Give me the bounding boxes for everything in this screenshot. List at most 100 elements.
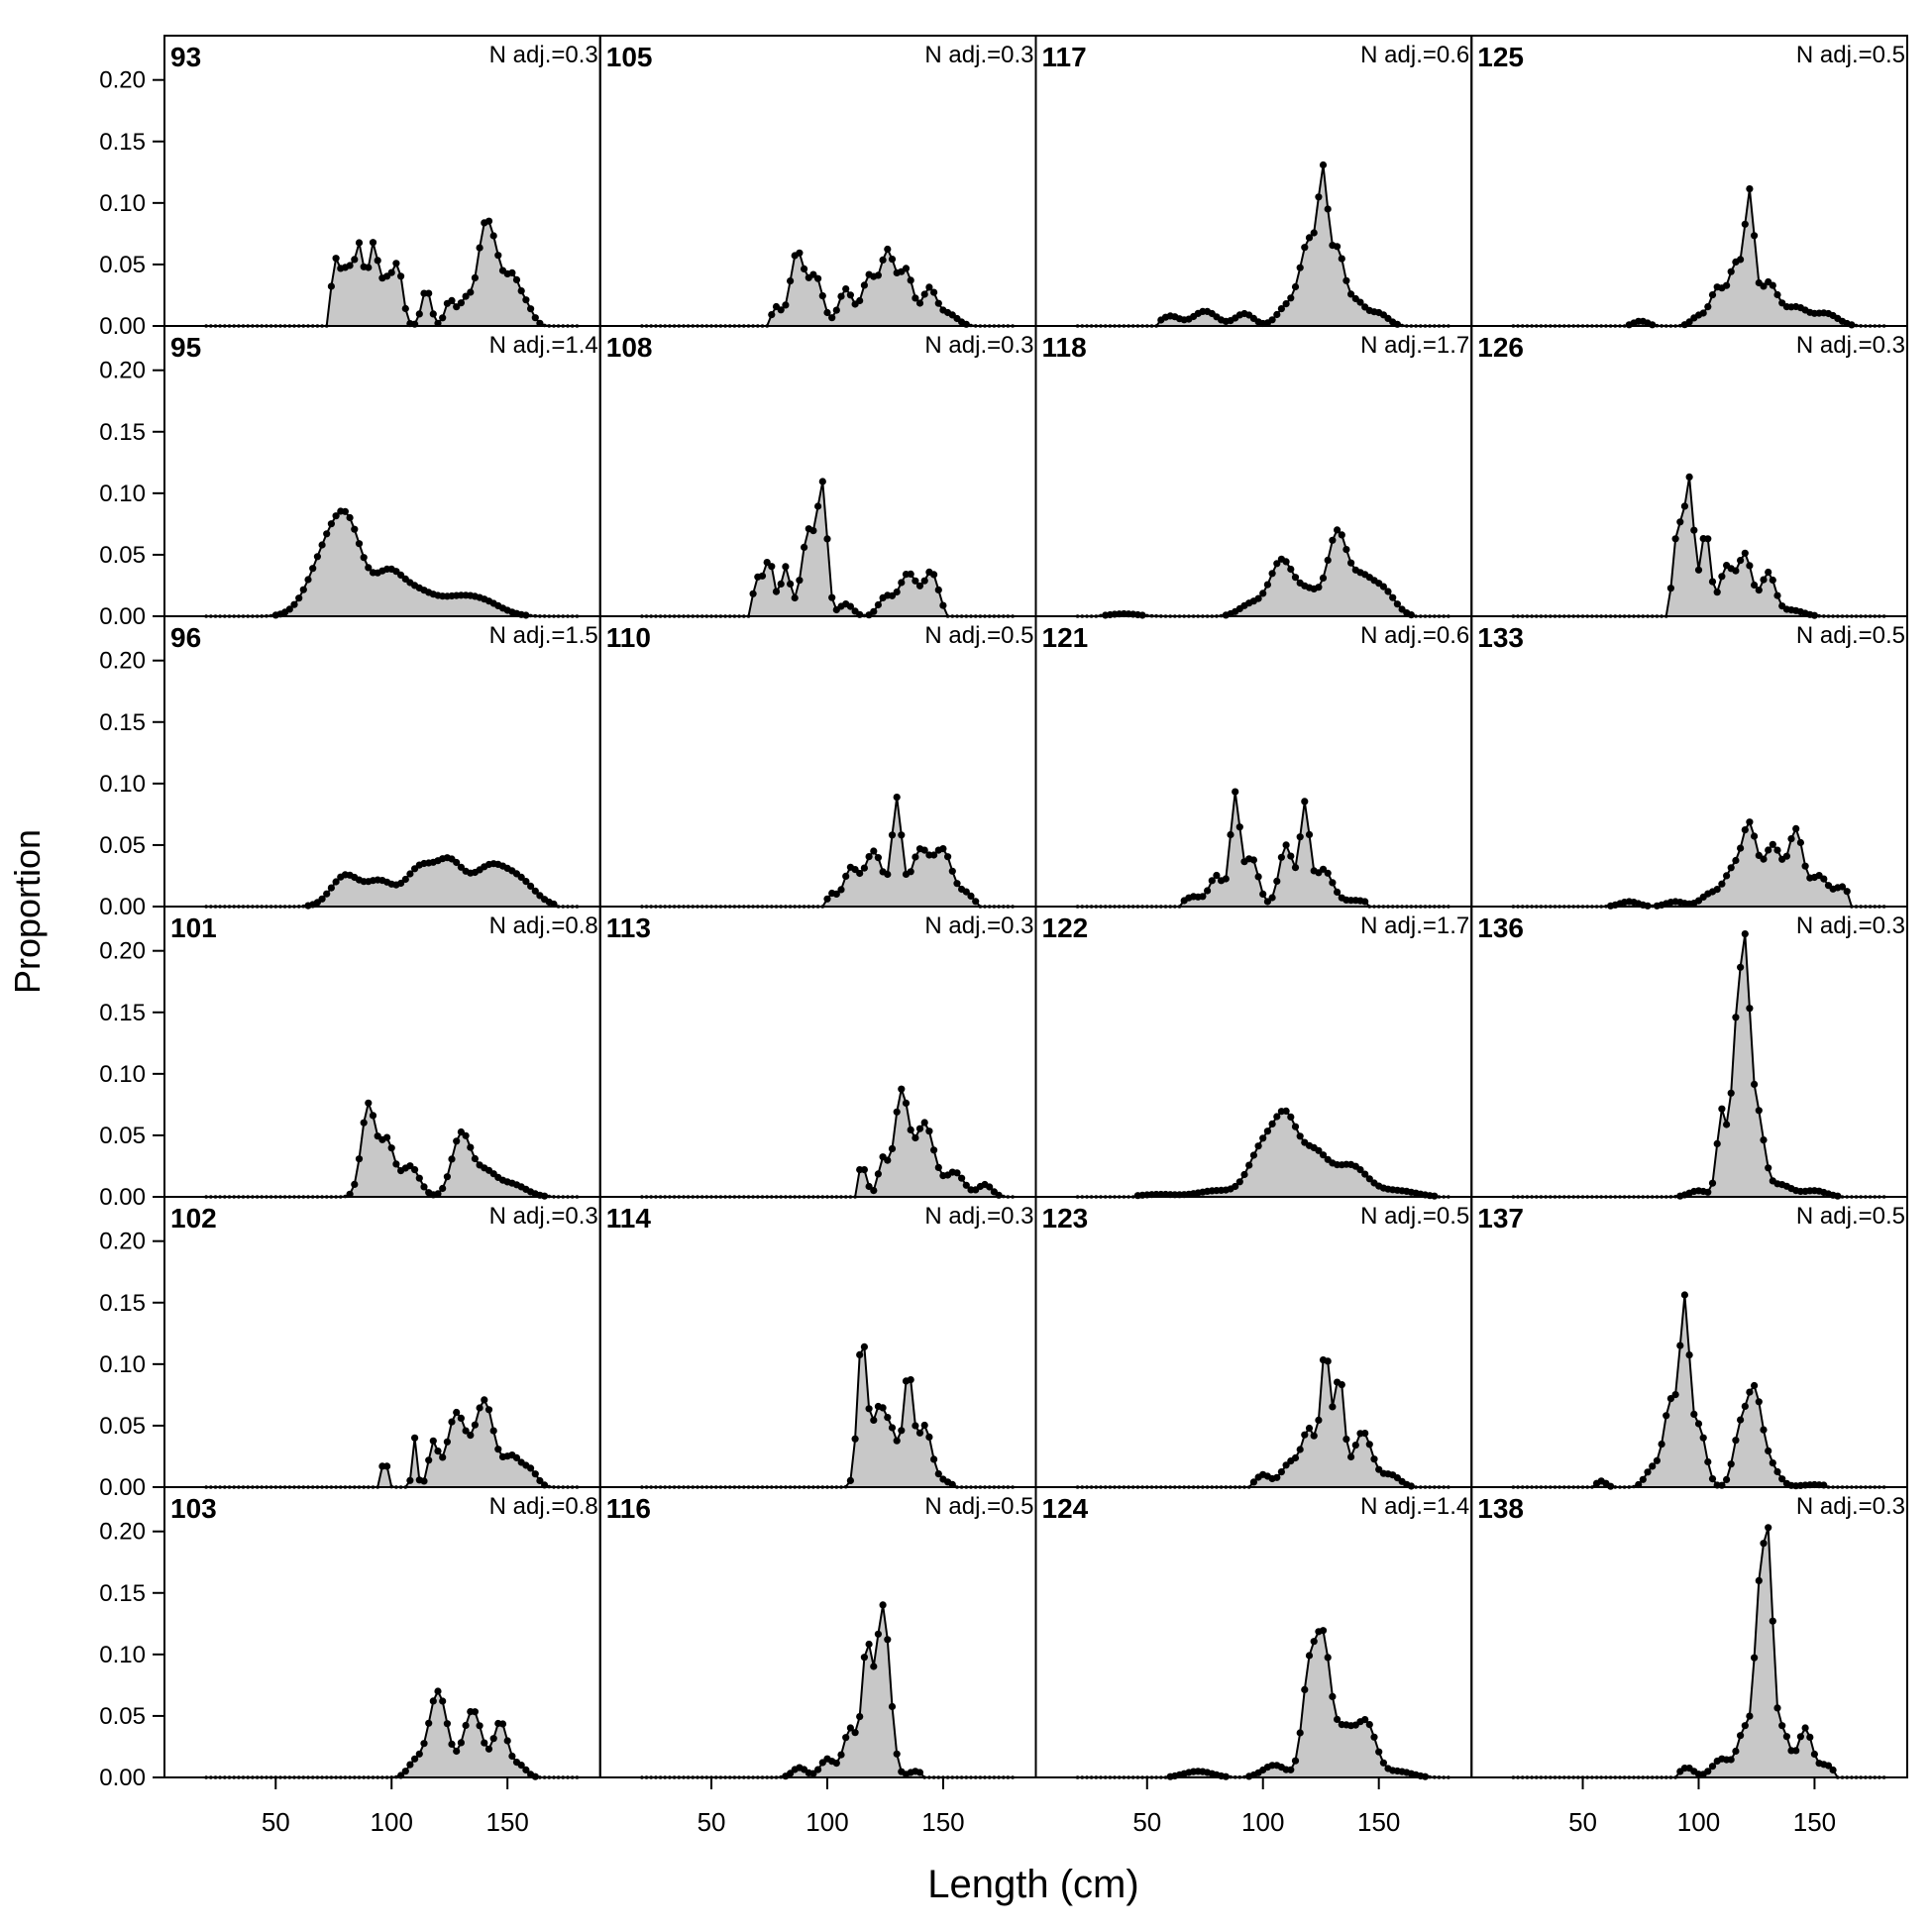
data-point [1389, 593, 1397, 601]
panel-frame [598, 1196, 1037, 1488]
data-point [1732, 1014, 1740, 1021]
data-point [884, 1156, 892, 1164]
panel-frame [1034, 325, 1473, 617]
data-point [1708, 291, 1717, 299]
data-point [907, 868, 914, 876]
y-tick-label: 0.20 [99, 938, 146, 965]
data-point [1273, 310, 1281, 319]
data-point [290, 600, 298, 608]
data-point [1361, 1170, 1369, 1178]
data-point [1291, 1123, 1300, 1130]
area-fill [1513, 933, 1884, 1197]
panel-label: 121 [1042, 622, 1089, 653]
data-point [1760, 576, 1768, 584]
data-point [484, 1745, 493, 1753]
data-point [1268, 1120, 1276, 1127]
data-point [1347, 559, 1355, 567]
data-point [953, 880, 961, 888]
data-point [1329, 879, 1337, 887]
data-point [1232, 788, 1239, 796]
x-tick-label: 50 [1132, 1807, 1161, 1837]
x-tick-label: 50 [698, 1807, 726, 1837]
data-point [1249, 1478, 1257, 1486]
data-point [1282, 841, 1290, 849]
area-fill [641, 1089, 1014, 1197]
y-tick-label: 0.15 [99, 129, 146, 156]
data-point [1356, 298, 1364, 306]
data-point [415, 310, 423, 318]
data-point [1829, 1766, 1837, 1774]
data-point [323, 530, 331, 538]
data-point [1393, 600, 1401, 608]
area-fill [641, 249, 1014, 326]
panel-101: 101 N adj.=0.8 0.00 0.05 0.10 0.15 0.20 [99, 906, 601, 1211]
data-point [1741, 826, 1749, 834]
panel-label: 125 [1477, 42, 1524, 72]
data-point [1663, 1412, 1670, 1420]
data-point [401, 875, 409, 884]
data-point [920, 290, 928, 298]
data-point [1324, 556, 1332, 565]
data-point [930, 851, 938, 859]
n-adj-label: N adj.=0.5 [1796, 1203, 1905, 1230]
data-point [448, 1740, 456, 1748]
data-point [484, 217, 493, 225]
data-point [1751, 832, 1759, 840]
panel-frame [598, 615, 1037, 908]
data-point [818, 478, 826, 485]
data-point [1773, 1467, 1781, 1476]
panel-label: 102 [170, 1203, 217, 1234]
data-point [1315, 193, 1323, 201]
data-point [1365, 1175, 1373, 1183]
data-point [351, 256, 359, 264]
data-point [1259, 890, 1267, 899]
panel-label: 113 [606, 912, 651, 943]
data-point [809, 527, 817, 535]
data-point [365, 264, 373, 271]
data-point [1334, 243, 1342, 251]
data-point [930, 1455, 938, 1463]
panel-frame [1034, 1196, 1473, 1488]
data-point [958, 1174, 966, 1182]
panel-frame [1470, 35, 1908, 327]
data-point [443, 1438, 451, 1446]
data-point [1291, 1757, 1300, 1765]
n-adj-label: N adj.=0.3 [1796, 912, 1905, 939]
panel-frame [1470, 1486, 1908, 1778]
data-point [1361, 898, 1369, 906]
data-point [1649, 321, 1657, 329]
data-point [1746, 1712, 1754, 1720]
data-point [879, 1404, 887, 1412]
panel-121: 121 N adj.=0.6 [1034, 615, 1473, 909]
panel-93: 93 N adj.=0.3 0.00 0.05 0.10 0.15 0.20 [99, 35, 601, 340]
data-point [860, 1342, 869, 1350]
data-point [962, 888, 970, 896]
data-point [1723, 281, 1731, 289]
data-point [1843, 888, 1851, 896]
data-point [1305, 234, 1314, 242]
panel-138: 138 N adj.=0.3 50 100 150 [1470, 1486, 1908, 1837]
data-point [397, 879, 405, 888]
data-point [791, 593, 799, 602]
data-point [1324, 869, 1332, 877]
panel-frame [1470, 906, 1908, 1198]
data-point [323, 890, 331, 898]
data-point [893, 1750, 901, 1758]
panel-95: 95 N adj.=1.4 0.00 0.05 0.10 0.15 0.20 [99, 325, 601, 630]
data-point [1741, 930, 1749, 938]
y-tick-label: 0.05 [99, 1703, 146, 1730]
data-point [327, 282, 335, 290]
data-point [837, 292, 845, 300]
data-point [1365, 1721, 1373, 1729]
panel-label: 95 [170, 332, 201, 363]
data-point [411, 1755, 419, 1763]
data-point [1213, 871, 1221, 880]
data-point [1259, 1134, 1267, 1142]
n-adj-label: N adj.=0.6 [1360, 42, 1469, 68]
data-point [870, 1663, 878, 1670]
data-point [1723, 1121, 1731, 1128]
data-point [536, 1476, 544, 1485]
panel-105: 105 N adj.=0.3 [598, 35, 1037, 328]
area-fill [1513, 1295, 1884, 1487]
